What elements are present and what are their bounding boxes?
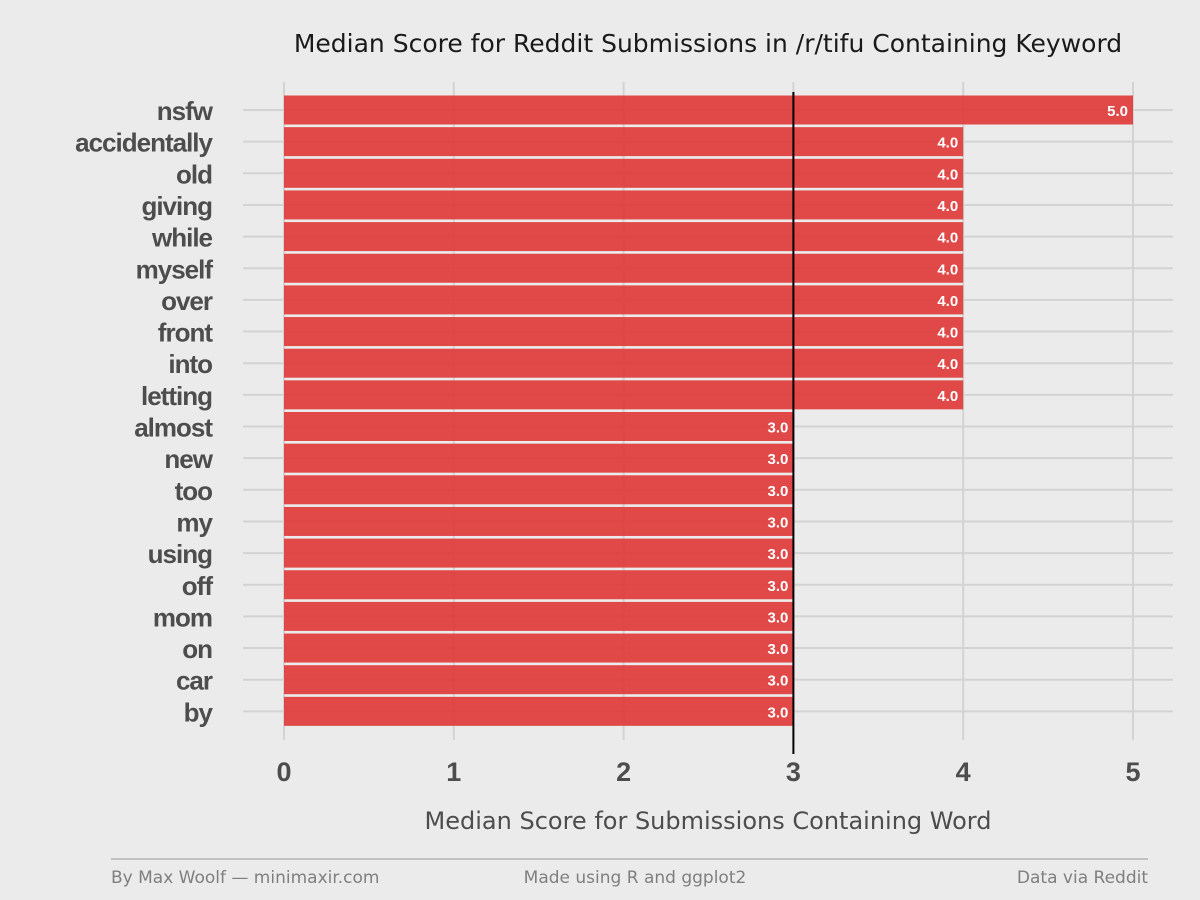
- bar-into: [284, 348, 964, 378]
- y-tick-label-mom: mom: [153, 602, 212, 632]
- data-label-my: 3.0: [768, 514, 789, 531]
- y-tick-label-car: car: [176, 666, 213, 696]
- data-label-into: 4.0: [937, 356, 958, 373]
- data-label-accidentally: 4.0: [937, 135, 958, 152]
- y-tick-label-into: into: [168, 349, 212, 379]
- bar-mom: [284, 601, 794, 631]
- footer-tools: Made using R and ggplot2: [524, 868, 747, 888]
- bar-front: [284, 317, 964, 347]
- data-labels: 5.0 4.0 4.0 4.0 4.0 4.0 4.0 4.0 4.0 4.0 3.0 3.0 3.0 3…: [768, 103, 1128, 721]
- x-tick-labels: 0 1 2 3 4 5: [276, 757, 1140, 787]
- bar-new: [284, 443, 794, 473]
- x-tick-label-5: 5: [1125, 757, 1140, 787]
- bar-letting: [284, 380, 964, 410]
- bar-my: [284, 506, 794, 536]
- y-tick-label-letting: letting: [141, 381, 212, 411]
- bar-too: [284, 475, 794, 505]
- bar-while: [284, 222, 964, 252]
- y-tick-label-on: on: [182, 634, 212, 664]
- chart-title: Median Score for Reddit Submissions in /…: [294, 29, 1122, 58]
- x-tick-label-1: 1: [446, 757, 461, 787]
- data-label-almost: 3.0: [768, 420, 789, 437]
- y-tick-label-by: by: [184, 697, 214, 727]
- y-tick-label-off: off: [182, 571, 214, 601]
- data-label-mom: 3.0: [768, 609, 789, 626]
- x-tick-label-4: 4: [956, 757, 971, 787]
- y-tick-label-myself: myself: [136, 254, 214, 284]
- data-label-giving: 4.0: [937, 198, 958, 215]
- bar-car: [284, 665, 794, 695]
- data-label-old: 4.0: [937, 166, 958, 183]
- bar-on: [284, 633, 794, 663]
- bar-almost: [284, 412, 794, 441]
- bar-old: [284, 158, 964, 188]
- data-label-nsfw: 5.0: [1107, 103, 1128, 120]
- x-tick-label-2: 2: [616, 757, 631, 787]
- data-label-letting: 4.0: [937, 388, 958, 405]
- data-label-off: 3.0: [768, 578, 789, 595]
- data-label-too: 3.0: [768, 483, 789, 500]
- data-label-over: 4.0: [937, 293, 958, 310]
- y-tick-label-giving: giving: [141, 191, 212, 221]
- y-tick-label-almost: almost: [134, 413, 213, 443]
- y-tick-label-new: new: [164, 444, 213, 474]
- bar-using: [284, 538, 794, 568]
- bar-giving: [284, 190, 964, 220]
- y-tick-label-using: using: [148, 539, 212, 569]
- data-label-by: 3.0: [768, 704, 789, 721]
- x-tick-label-3: 3: [786, 757, 801, 787]
- y-tick-label-while: while: [151, 223, 213, 253]
- bar-nsfw: [284, 95, 1133, 125]
- x-tick-label-0: 0: [276, 757, 291, 787]
- bar-over: [284, 285, 964, 315]
- y-tick-label-old: old: [176, 159, 212, 189]
- y-tick-label-nsfw: nsfw: [157, 96, 214, 126]
- footer-credit: By Max Woolf — minimaxir.com: [111, 868, 380, 888]
- data-label-myself: 4.0: [937, 261, 958, 278]
- bar-off: [284, 570, 794, 600]
- footer-source: Data via Reddit: [1017, 868, 1148, 888]
- y-tick-label-front: front: [158, 318, 214, 348]
- y-tick-labels: nsfwaccidentallyoldgivingwhilemyselfover…: [75, 96, 215, 727]
- bar-by: [284, 696, 794, 726]
- bars: [284, 95, 1133, 726]
- data-label-while: 4.0: [937, 230, 958, 247]
- y-tick-label-my: my: [176, 507, 213, 537]
- x-axis-label: Median Score for Submissions Containing …: [425, 807, 992, 835]
- data-label-new: 3.0: [768, 451, 789, 468]
- y-tick-label-too: too: [175, 476, 213, 506]
- data-label-using: 3.0: [768, 546, 789, 563]
- bar-myself: [284, 253, 964, 283]
- y-tick-label-over: over: [161, 286, 213, 316]
- y-tick-label-accidentally: accidentally: [75, 128, 213, 158]
- data-label-car: 3.0: [768, 673, 789, 690]
- bar-accidentally: [284, 127, 964, 157]
- data-label-front: 4.0: [937, 325, 958, 342]
- data-label-on: 3.0: [768, 641, 789, 658]
